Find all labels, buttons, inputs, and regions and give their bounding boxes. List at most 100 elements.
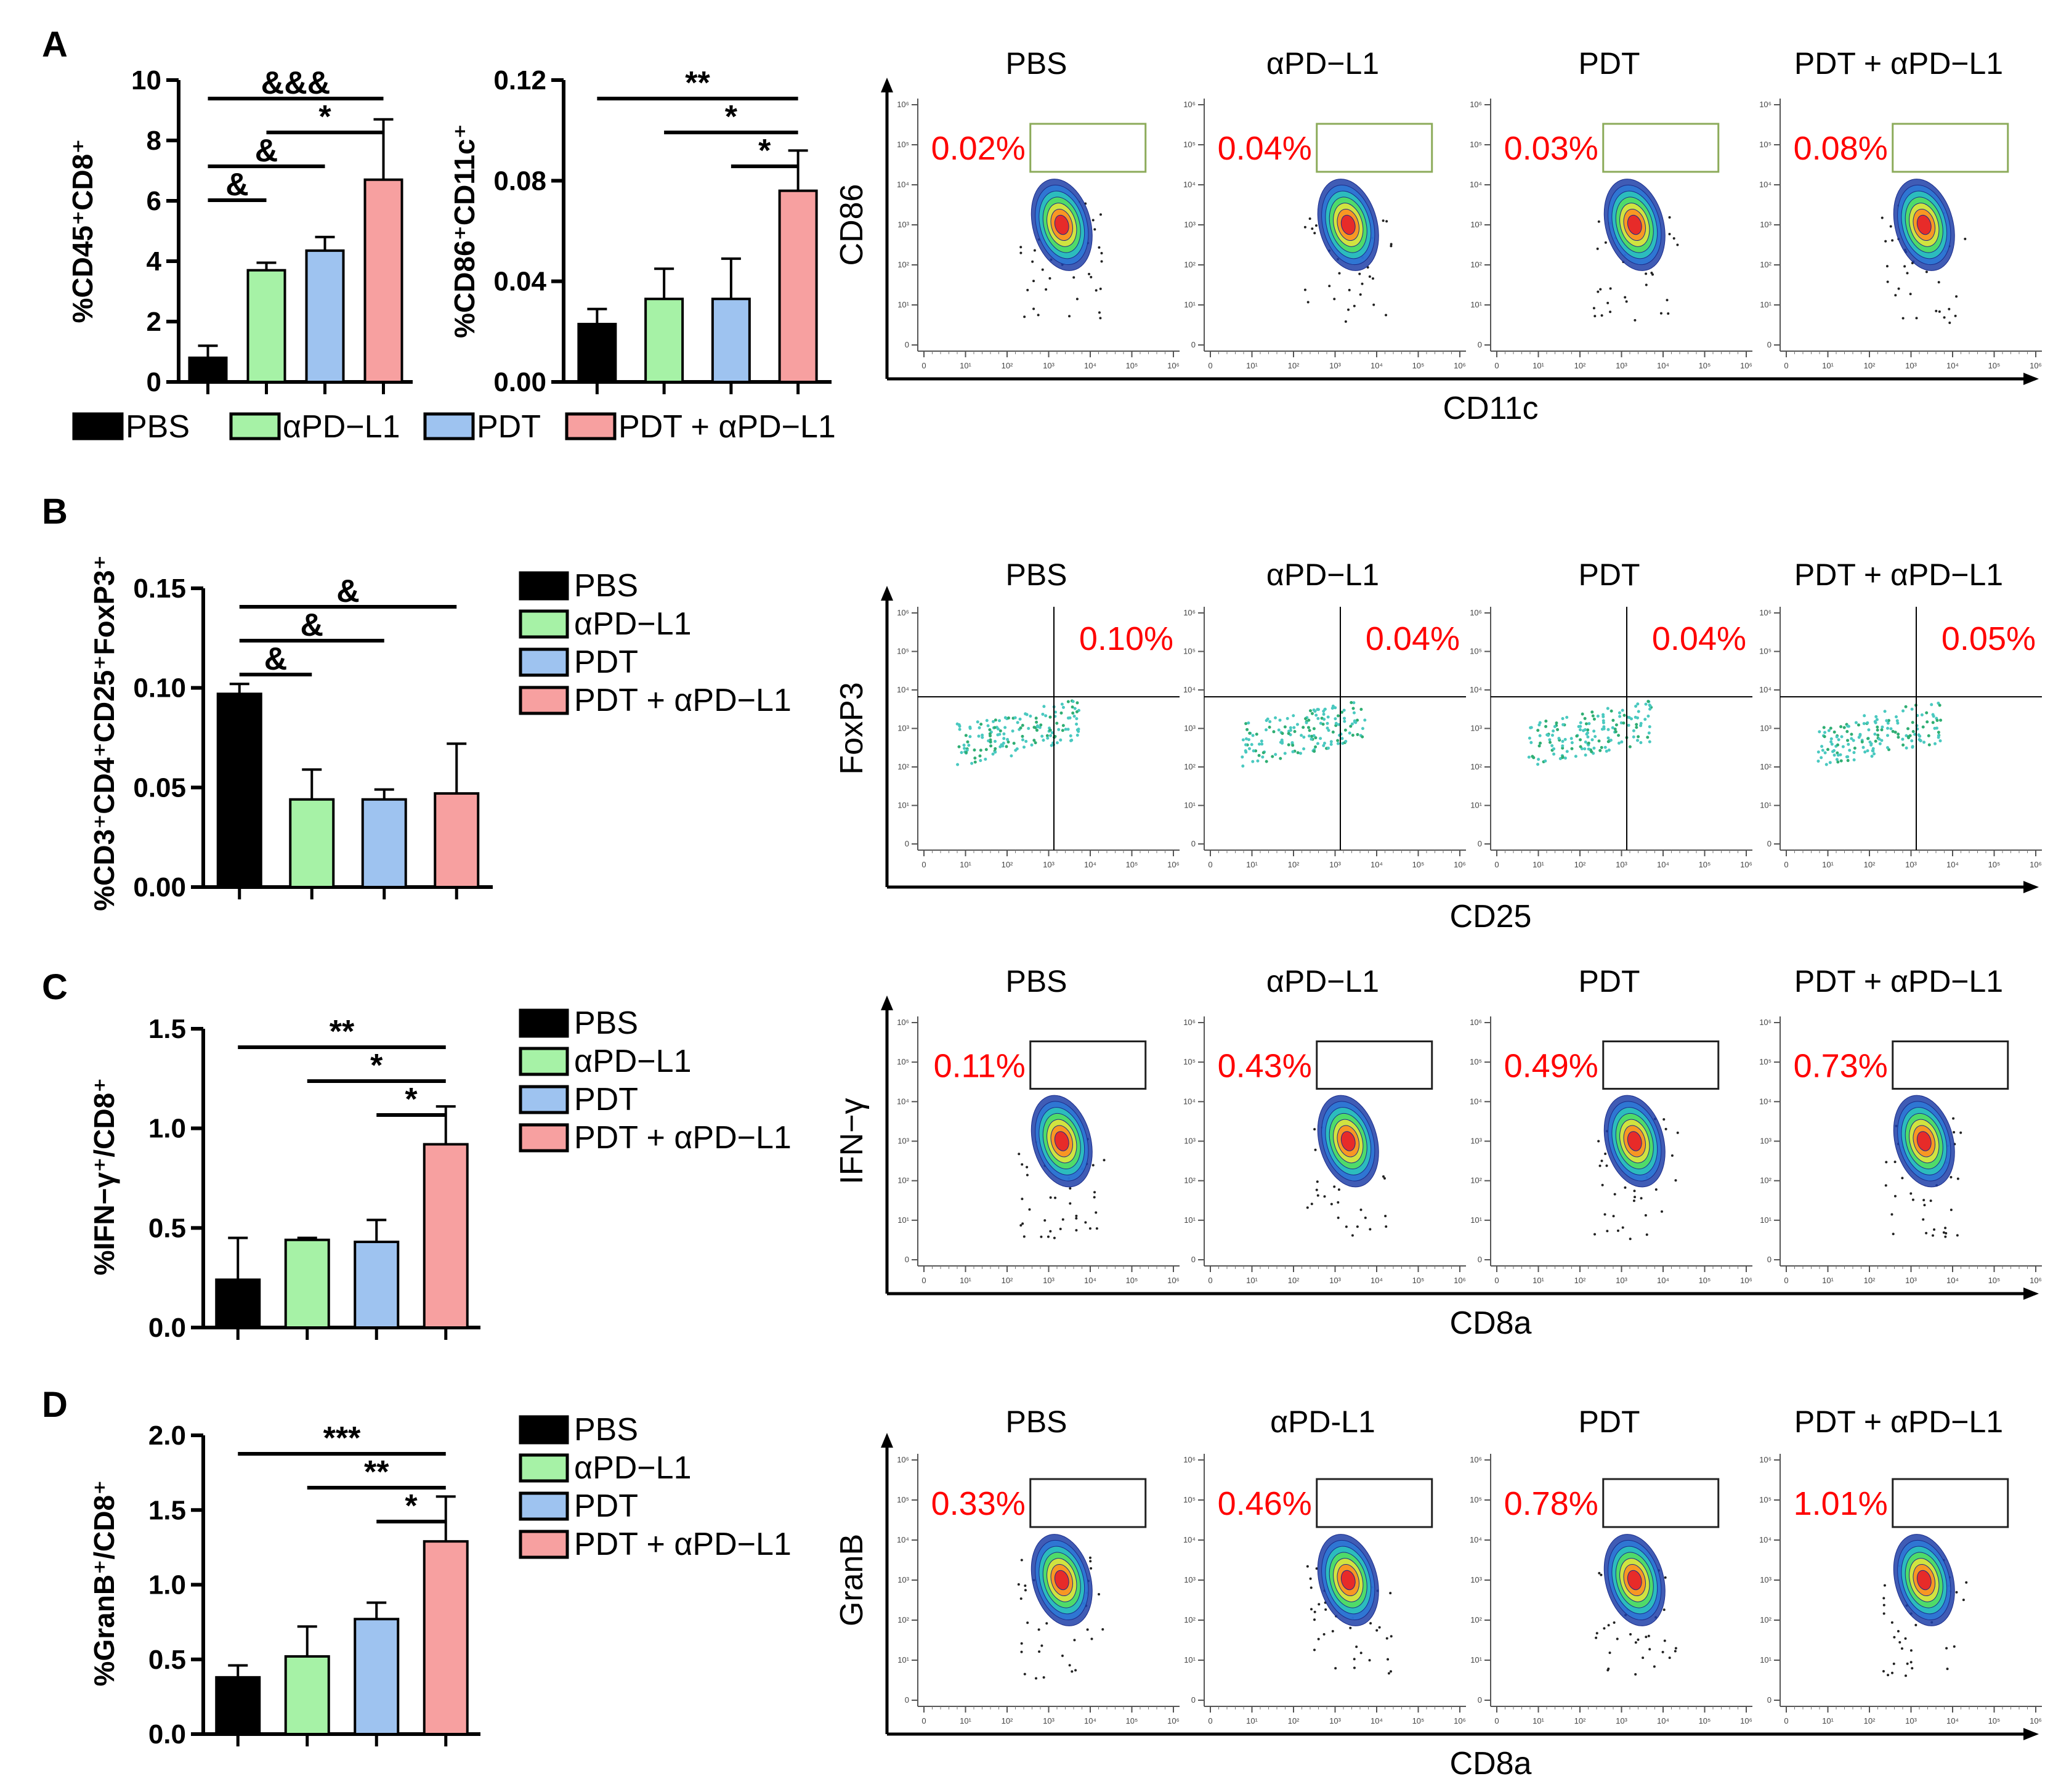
event-dot	[1041, 712, 1045, 716]
event-dot	[1930, 703, 1934, 707]
event-dot	[1599, 288, 1602, 291]
event-dot	[1265, 760, 1268, 763]
event-dot	[1917, 733, 1921, 737]
event-dot	[1645, 1233, 1648, 1236]
plot-x-tick-label: 0	[1208, 1276, 1212, 1285]
event-dot	[1287, 729, 1290, 733]
density-contour	[1916, 1570, 1932, 1591]
event-dot	[1274, 716, 1278, 720]
density-contour	[1916, 214, 1932, 235]
event-dot	[1302, 726, 1305, 729]
event-dot	[997, 727, 1000, 731]
event-dot	[1911, 721, 1914, 724]
event-dot	[1361, 735, 1364, 739]
event-dot	[1600, 745, 1603, 749]
event-dot	[1607, 1668, 1610, 1671]
event-dot	[1032, 307, 1035, 310]
significance-label: ***	[323, 1421, 361, 1456]
event-dot	[1553, 724, 1557, 728]
plot-x-tick-label: 0	[1784, 1276, 1788, 1285]
event-dot	[1340, 710, 1344, 714]
event-dot	[1069, 1187, 1072, 1190]
gate-percent: 0.08%	[1794, 130, 1888, 167]
plot-y-tick-label: 10⁴	[1183, 1097, 1196, 1106]
plot-y-tick-label: 10⁶	[1183, 1455, 1196, 1464]
event-dot	[1935, 309, 1938, 312]
event-dot	[1622, 713, 1626, 717]
bar-2	[354, 1240, 400, 1329]
bar-2	[305, 249, 345, 383]
event-dot	[1606, 1230, 1609, 1233]
event-dot	[1536, 763, 1540, 766]
event-dot	[1645, 1636, 1648, 1639]
event-dot	[1624, 1186, 1627, 1189]
event-dot	[1071, 705, 1074, 709]
event-dot	[1552, 729, 1555, 733]
plot-y-tick-label: 10¹	[1760, 1215, 1772, 1225]
event-dot	[1343, 720, 1346, 723]
event-dot	[1026, 1621, 1029, 1624]
event-dot	[1583, 747, 1587, 751]
plot-y-tick-label: 10³	[1184, 1137, 1196, 1146]
event-dot	[1291, 744, 1295, 747]
event-dot	[1331, 730, 1335, 734]
event-dot	[1891, 729, 1895, 733]
event-dot	[1616, 1229, 1619, 1232]
event-dot	[1071, 712, 1075, 715]
event-dot	[1312, 727, 1316, 731]
y-tick-label: 0.12	[493, 65, 546, 95]
event-dot	[1569, 737, 1573, 740]
bar-0	[188, 356, 228, 383]
event-dot	[1308, 729, 1311, 732]
plot-x-tick-label: 10⁶	[1167, 1276, 1180, 1285]
event-dot	[1931, 721, 1935, 724]
event-dot	[1264, 728, 1268, 732]
event-dot	[1596, 247, 1599, 250]
flow-plot-title: PDT + αPD−L1	[1794, 964, 2003, 999]
event-dot	[1536, 729, 1540, 732]
event-dot	[1305, 721, 1308, 724]
plot-y-tick-label: 10¹	[1760, 1655, 1772, 1664]
event-dot	[1592, 307, 1595, 310]
event-dot	[1962, 1599, 1965, 1602]
event-dot	[1075, 1229, 1078, 1232]
plot-y-tick-label: 10³	[1184, 220, 1196, 229]
plot-x-tick-label: 10⁶	[2030, 361, 2042, 370]
event-dot	[1100, 252, 1103, 255]
event-dot	[1600, 1159, 1603, 1162]
event-dot	[1597, 1140, 1600, 1143]
flow-plot-a-0: PBS 0 0 10¹ 10¹ 10² 10² 10³ 10³ 10⁴ 10⁴ 10⁵ 10⁵ 10⁶ 10…	[897, 46, 1180, 370]
event-dot	[1329, 742, 1333, 746]
event-dot	[1587, 741, 1590, 745]
event-dot	[1832, 730, 1836, 734]
plot-x-tick-label: 10²	[1864, 1276, 1876, 1285]
event-dot	[1668, 216, 1671, 219]
event-dot	[1020, 1650, 1023, 1653]
event-dot	[1948, 322, 1951, 325]
event-dot	[1605, 1164, 1608, 1167]
plot-x-tick-label: 10⁵	[1412, 1276, 1425, 1285]
event-dot	[1900, 1647, 1903, 1650]
event-dot	[1318, 1603, 1321, 1606]
event-dot	[1674, 1179, 1677, 1182]
event-dot	[1836, 743, 1840, 747]
event-dot	[1854, 721, 1858, 724]
event-dot	[1835, 735, 1839, 739]
event-dot	[1595, 1632, 1598, 1635]
event-dot	[1068, 315, 1071, 318]
significance-label: **	[330, 1014, 355, 1050]
panel-label-a: A	[42, 25, 68, 65]
flow-plot-title: PDT	[1579, 46, 1640, 81]
event-dot	[1289, 726, 1292, 729]
event-dot	[1586, 735, 1590, 739]
plot-y-tick-label: 10⁶	[897, 1018, 909, 1027]
event-dot	[1066, 700, 1070, 703]
flow-plot-d-3: PDT + αPD−L1 0 0 10¹ 10¹ 10² 10² 10³ 10³ 10⁴ 10⁴ 10…	[1759, 1405, 2042, 1725]
event-dot	[1598, 1571, 1601, 1575]
event-dot	[1873, 720, 1877, 723]
event-dot	[1323, 1195, 1326, 1198]
event-dot	[1584, 728, 1587, 732]
plot-x-tick-label: 10⁵	[1699, 1716, 1711, 1725]
event-dot	[1890, 1213, 1893, 1216]
